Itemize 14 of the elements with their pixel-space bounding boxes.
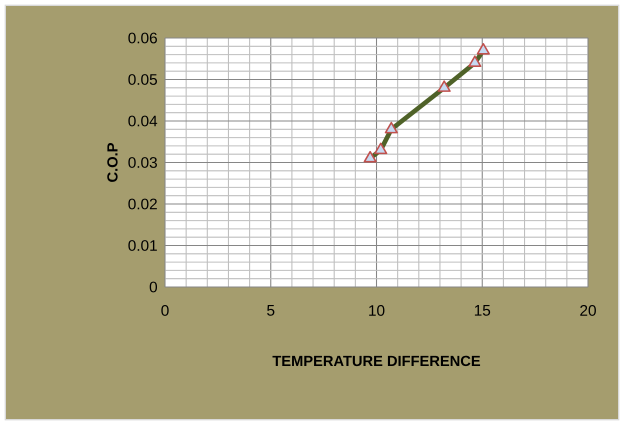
- y-axis-title: C.O.P: [107, 143, 118, 182]
- y-tick-label: 0.01: [128, 240, 157, 251]
- x-tick-label: 5: [267, 305, 274, 316]
- y-tick-label: 0: [150, 282, 158, 292]
- x-tick-label: 20: [580, 305, 596, 316]
- x-tick-label: 10: [369, 305, 384, 316]
- x-tick-label: 0: [161, 305, 169, 316]
- x-tick-label: 15: [474, 305, 490, 316]
- y-tick-label: 0.03: [128, 157, 157, 168]
- y-tick-label: 0.04: [128, 116, 158, 126]
- x-axis-title: TEMPERATURE DIFFERENCE: [272, 356, 480, 366]
- y-tick-label: 0.06: [128, 32, 157, 44]
- y-tick-label: 0.05: [128, 74, 157, 85]
- y-tick-label: 0.02: [128, 198, 157, 210]
